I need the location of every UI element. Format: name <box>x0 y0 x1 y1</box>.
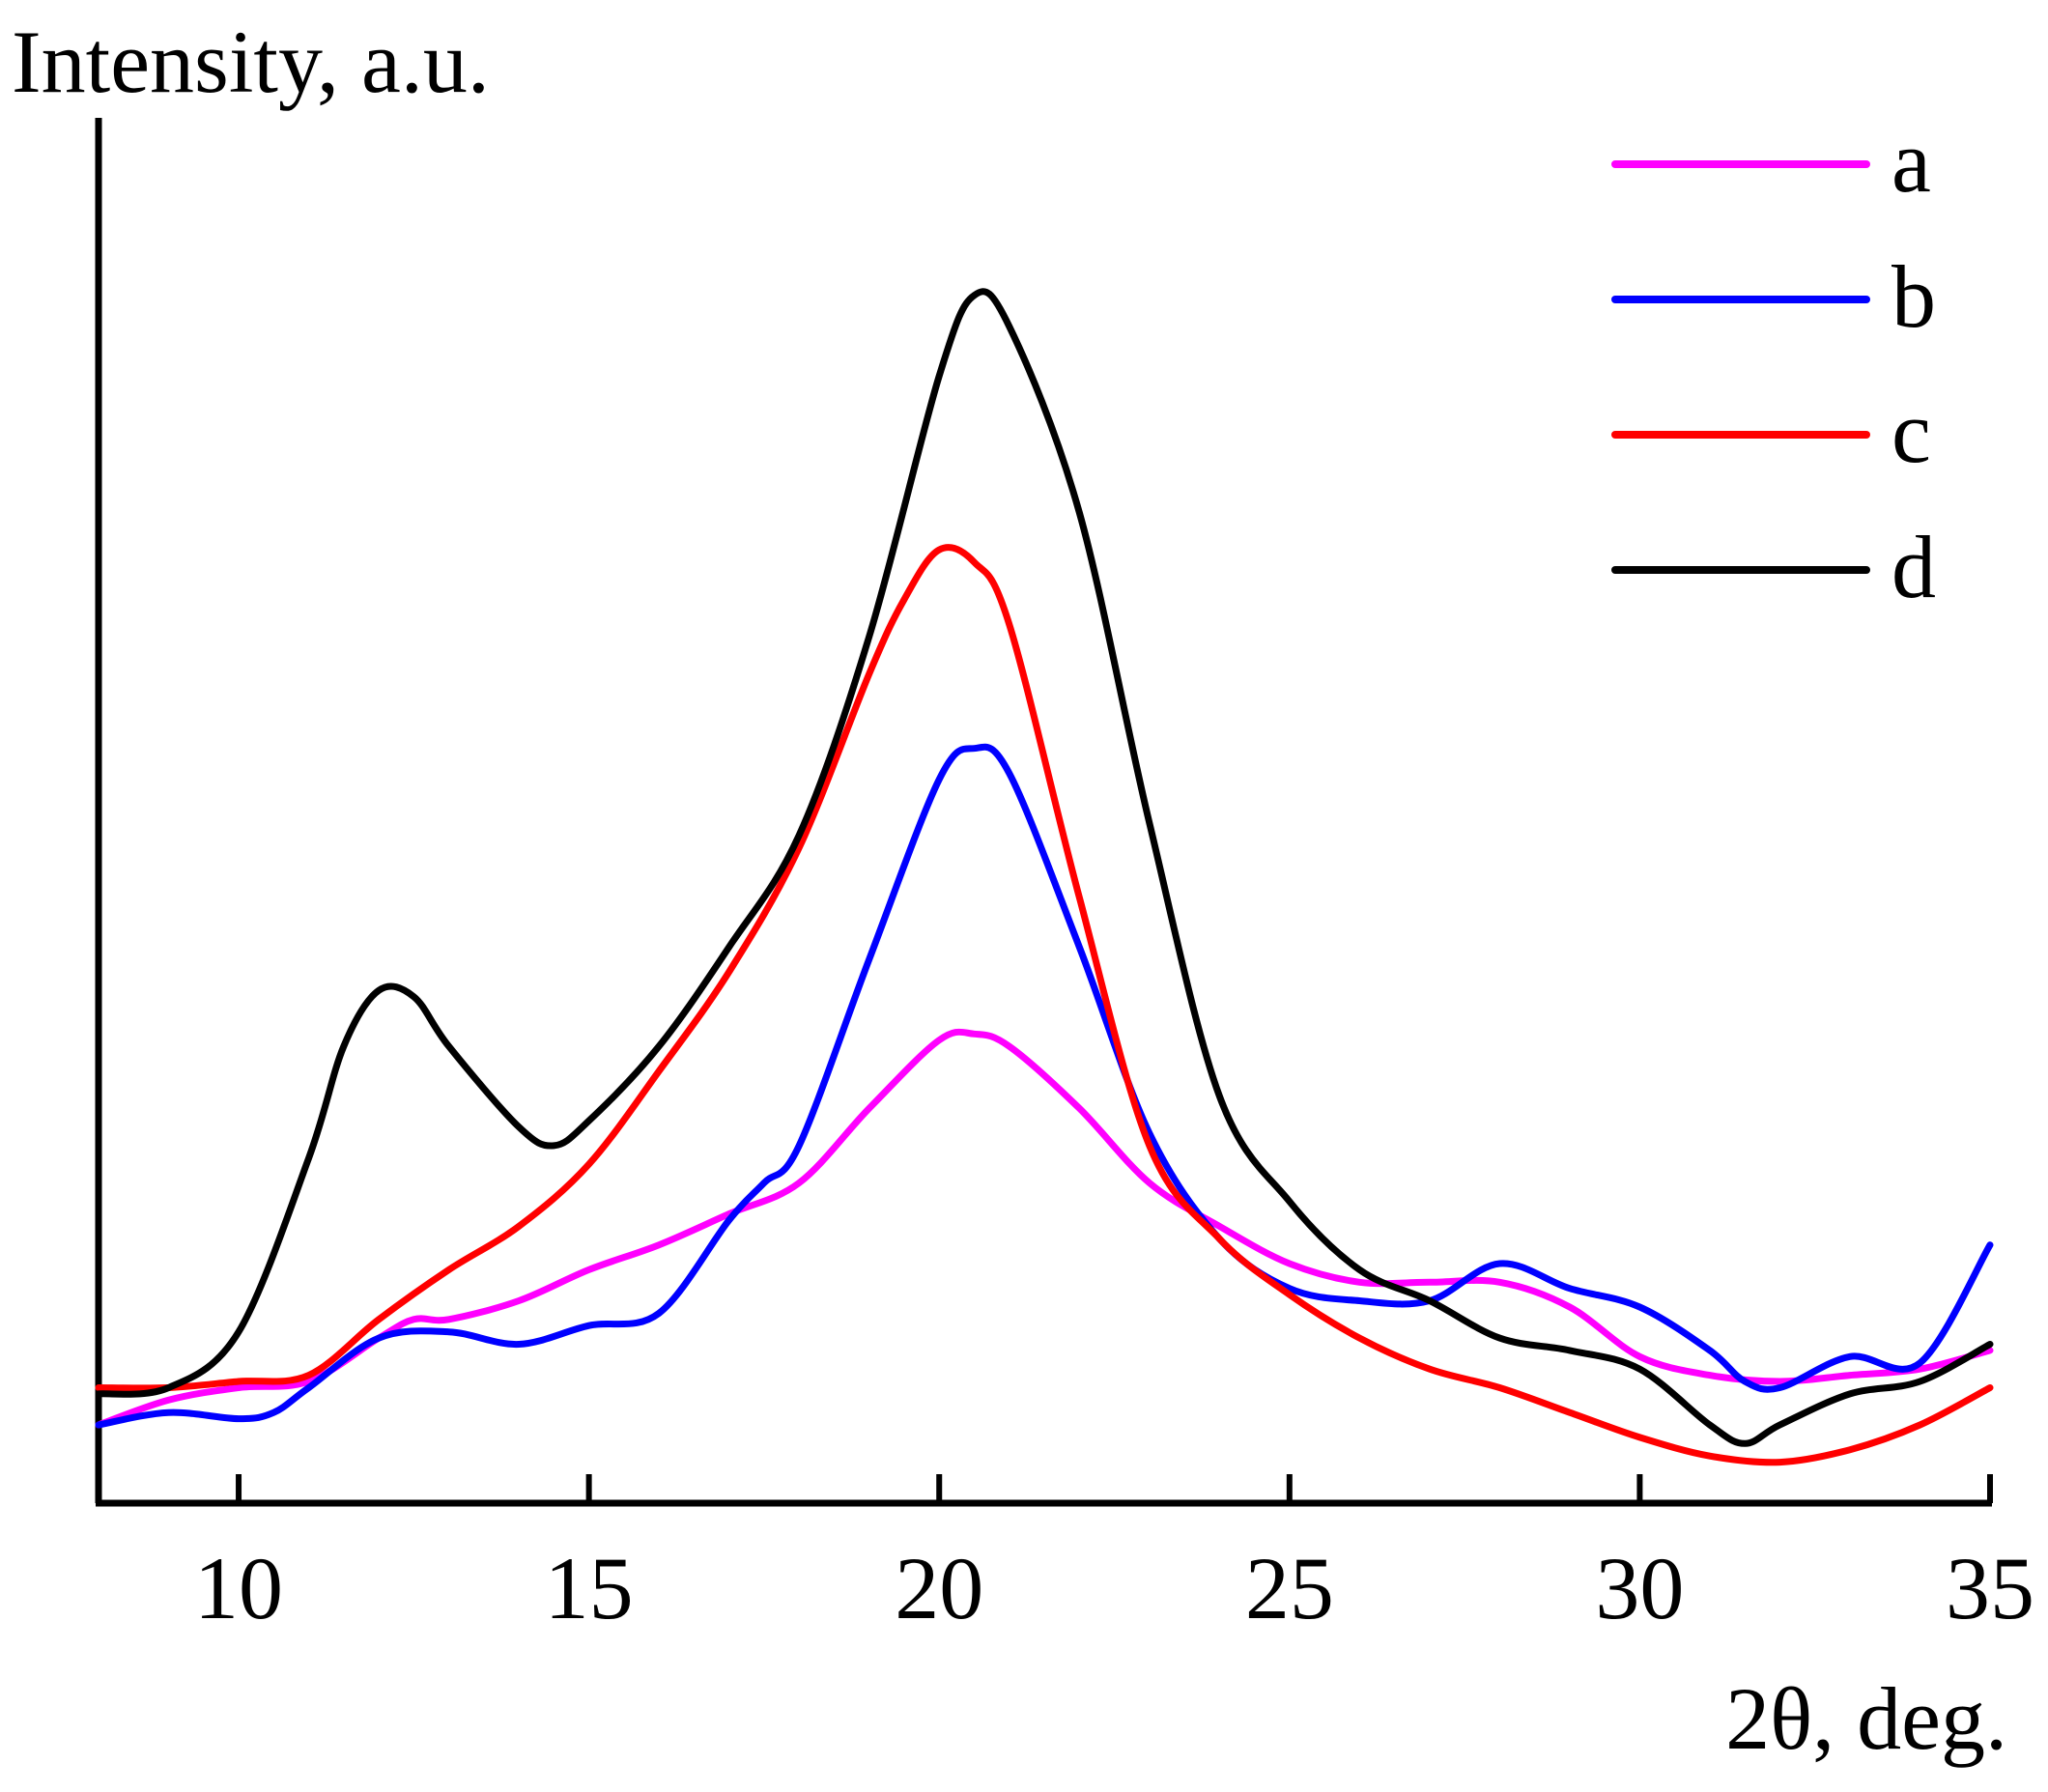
series-line-c <box>95 544 1994 1466</box>
x-tick-label-15: 15 <box>545 1539 634 1637</box>
x-axis-ticks: 10 15 20 25 30 35 <box>194 1474 2034 1637</box>
legend-label-c: c <box>1892 383 1931 481</box>
x-tick-label-20: 20 <box>895 1539 983 1637</box>
x-tick-label-30: 30 <box>1595 1539 1684 1637</box>
x-tick-label-10: 10 <box>194 1539 283 1637</box>
plot-series <box>95 288 1994 1466</box>
series-line-a <box>95 1028 1994 1429</box>
legend-label-b: b <box>1892 247 1936 346</box>
x-tick-label-35: 35 <box>1946 1539 2034 1637</box>
x-tick-label-25: 25 <box>1245 1539 1334 1637</box>
series-line-b <box>95 743 1994 1429</box>
legend-label-d: d <box>1892 518 1936 616</box>
x-axis-label: 2θ, deg. <box>1725 1669 2007 1768</box>
legend-label-a: a <box>1892 112 1931 211</box>
y-axis-label: Intensity, a.u. <box>12 13 490 111</box>
series-line-d <box>95 288 1994 1447</box>
